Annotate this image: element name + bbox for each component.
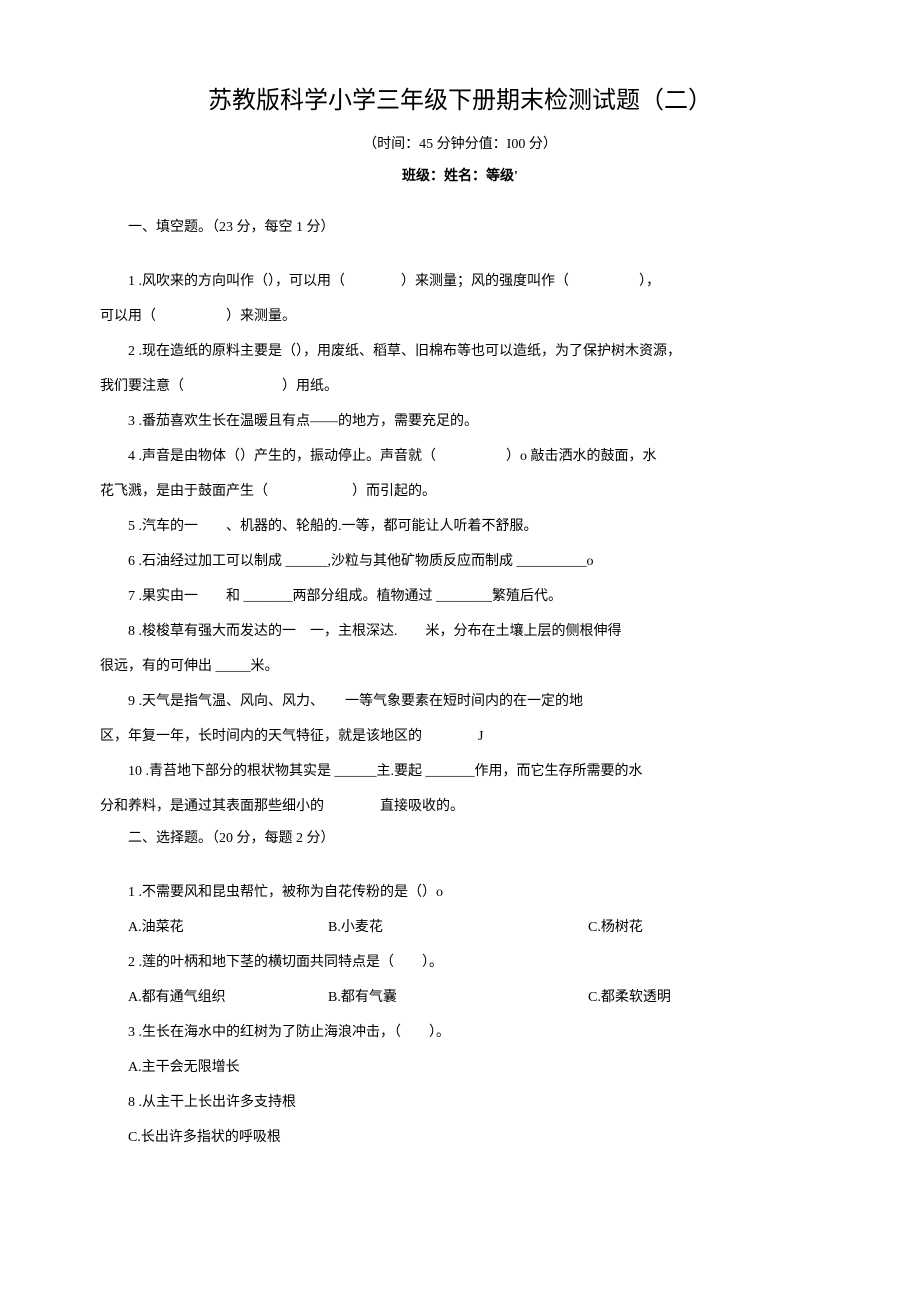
s2-q1-options: A.油菜花 B.小麦花 C.杨树花	[100, 910, 820, 945]
class-name-grade: 班级：姓名：等级'	[100, 165, 820, 185]
s2-q2-options: A.都有通气组织 B.都有气囊 C.都柔软透明	[100, 980, 820, 1015]
s2-q2-option-c: C.都柔软透明	[560, 980, 820, 1015]
s2-q1-option-c: C.杨树花	[560, 910, 820, 945]
section-2-header: 二、选择题。（20 分，每题 2 分）	[100, 824, 820, 855]
question-2-line2: 我们要注意（ ）用纸。	[100, 369, 820, 404]
question-6: 6 .石油经过加工可以制成 ______,沙粒与其他矿物质反应而制成 _____…	[100, 544, 820, 579]
s2-question-1: 1 .不需要风和昆虫帮忙，被称为自花传粉的是（）o	[100, 875, 820, 910]
question-2-line1: 2 .现在造纸的原料主要是（），用废纸、稻草、旧棉布等也可以造纸，为了保护树木资…	[100, 334, 820, 369]
s2-q2-option-a: A.都有通气组织	[100, 980, 300, 1015]
question-4-line2: 花飞溅，是由于鼓面产生（ ）而引起的。	[100, 474, 820, 509]
s2-q1-option-a: A.油菜花	[100, 910, 300, 945]
s2-q3-option-a: A.主干会无限增长	[100, 1050, 820, 1085]
s2-q3-option-c: C.长出许多指状的呼吸根	[100, 1120, 820, 1155]
question-1-line2: 可以用（ ）来测量。	[100, 299, 820, 334]
question-1-line1: 1 .风吹来的方向叫作（），可以用（ ）来测量；风的强度叫作（ ），	[100, 264, 820, 299]
s2-q1-option-b: B.小麦花	[300, 910, 560, 945]
question-7: 7 .果实由一 和 _______两部分组成。植物通过 ________繁殖后代…	[100, 579, 820, 614]
question-4-line1: 4 .声音是由物体（）产生的，振动停止。声音就（ ）o 敲击洒水的鼓面，水	[100, 439, 820, 474]
question-10-line1: 10 .青苔地下部分的根状物其实是 ______主.要起 _______作用，而…	[100, 754, 820, 789]
question-8-line1: 8 .梭梭草有强大而发达的一 一，主根深达. 米，分布在土壤上层的侧根伸得	[100, 614, 820, 649]
question-9-line1: 9 .天气是指气温、风向、风力、 一等气象要素在短时间内的在一定的地	[100, 684, 820, 719]
s2-question-2: 2 .莲的叶柄和地下茎的横切面共同特点是（ ）。	[100, 945, 820, 980]
s2-q3-option-b: 8 .从主干上长出许多支持根	[100, 1085, 820, 1120]
exam-time-score: （时间：45 分钟分值：I00 分）	[100, 133, 820, 153]
question-9-line2: 区，年复一年，长时间内的天气特征，就是该地区的 J	[100, 719, 820, 754]
question-5: 5 .汽车的一 、机器的、轮船的.一等，都可能让人听着不舒服。	[100, 509, 820, 544]
s2-q2-option-b: B.都有气囊	[300, 980, 560, 1015]
section-1-header: 一、填空题。（23 分，每空 1 分）	[100, 213, 820, 244]
question-3: 3 .番茄喜欢生长在温暖且有点——的地方，需要充足的。	[100, 404, 820, 439]
question-8-line2: 很远，有的可伸出 _____米。	[100, 649, 820, 684]
page-title: 苏教版科学小学三年级下册期末检测试题（二）	[100, 80, 820, 115]
question-10-line2: 分和养料，是通过其表面那些细小的 直接吸收的。	[100, 789, 820, 824]
s2-question-3: 3 .生长在海水中的红树为了防止海浪冲击，（ ）。	[100, 1015, 820, 1050]
